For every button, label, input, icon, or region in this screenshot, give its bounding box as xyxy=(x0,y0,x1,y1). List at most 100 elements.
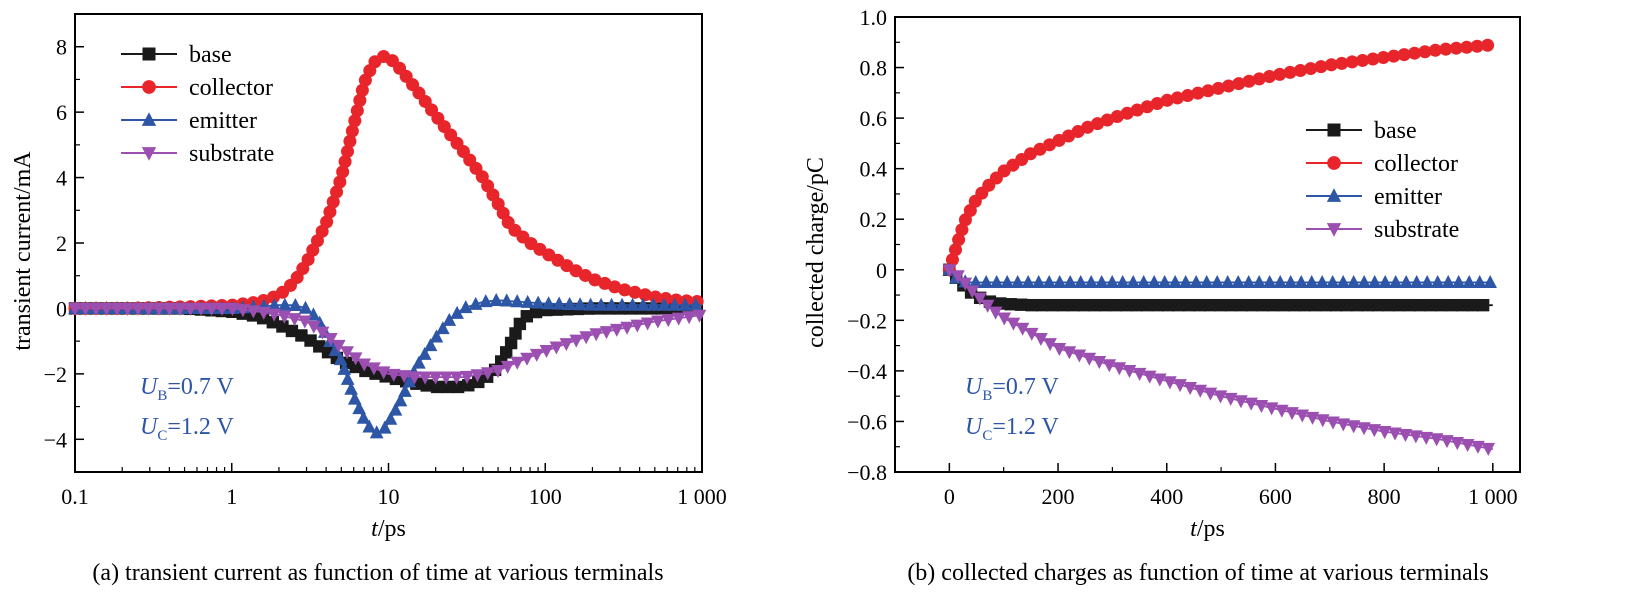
data-point-emitter xyxy=(340,371,355,385)
data-point-collector xyxy=(1293,63,1307,78)
data-point-emitter xyxy=(1399,274,1414,288)
data-point-base xyxy=(1350,298,1364,312)
data-point-base xyxy=(1098,298,1112,312)
data-point-emitter xyxy=(383,411,398,425)
data-point-substrate xyxy=(651,315,665,329)
data-point-base xyxy=(1056,298,1070,312)
data-point-substrate xyxy=(1367,424,1382,438)
data-point-substrate xyxy=(246,305,261,319)
data-point-emitter xyxy=(573,297,587,311)
data-point-base xyxy=(1088,298,1101,312)
data-point-substrate xyxy=(1429,433,1444,447)
data-point-collector xyxy=(1439,42,1453,56)
data-point-emitter xyxy=(1441,274,1456,288)
data-point-collector xyxy=(1191,86,1205,100)
data-point-emitter xyxy=(968,274,983,288)
data-point-collector xyxy=(1232,77,1246,91)
chart-a-transient-current: 0.1 1 10 100 1 000 −4 −2 0 2 4 6 8 t/ps transient cur… xyxy=(10,13,727,586)
data-point-emitter xyxy=(1304,274,1319,288)
legend-label: base xyxy=(189,42,232,68)
legend-label: collector xyxy=(1374,151,1458,177)
data-point-collector xyxy=(1081,120,1095,134)
data-point-collector xyxy=(1324,58,1338,72)
data-point-emitter xyxy=(337,361,352,375)
data-point-emitter xyxy=(979,274,994,288)
series-base xyxy=(68,302,702,394)
y-tick-label: −0.6 xyxy=(847,409,887,434)
data-point-base xyxy=(1476,298,1490,312)
data-point-collector xyxy=(608,280,622,294)
y-tick-label: 4 xyxy=(56,166,67,191)
data-point-collector xyxy=(949,243,963,257)
data-point-emitter xyxy=(1000,274,1015,288)
data-point-emitter xyxy=(1388,274,1403,288)
data-point-collector xyxy=(1283,65,1297,79)
x-tick-label: 800 xyxy=(1368,484,1401,509)
data-point-substrate xyxy=(215,302,229,316)
legend-label: base xyxy=(1374,118,1417,144)
data-point-collector xyxy=(952,233,966,247)
data-point-substrate xyxy=(386,368,401,382)
plot-frame xyxy=(74,13,703,473)
data-point-emitter xyxy=(499,293,514,307)
legend-item-collector: collector xyxy=(1306,151,1458,177)
legend-item-substrate: substrate xyxy=(1306,217,1459,243)
data-point-collector xyxy=(323,205,337,219)
data-point-emitter xyxy=(398,383,412,397)
data-point-emitter xyxy=(1052,274,1067,288)
data-point-substrate xyxy=(965,285,980,299)
y-tick-label: −0.4 xyxy=(847,359,887,384)
data-point-collector xyxy=(1262,70,1276,84)
data-point-substrate xyxy=(376,366,391,380)
y-tick-label: 0.4 xyxy=(860,157,888,182)
data-point-collector xyxy=(1100,113,1114,127)
series-line-collector xyxy=(75,55,703,310)
data-point-emitter xyxy=(1430,274,1445,288)
data-point-substrate xyxy=(331,339,346,353)
annotation-voltage: UB=0.7 V xyxy=(140,374,234,404)
data-point-collector xyxy=(1170,91,1184,105)
data-point-substrate xyxy=(1471,440,1485,454)
data-point-emitter xyxy=(1115,274,1130,288)
data-point-substrate xyxy=(1203,387,1218,401)
annotation-subscript: C xyxy=(982,428,992,444)
legend-label: emitter xyxy=(189,108,257,134)
data-point-collector xyxy=(618,283,632,297)
data-point-collector xyxy=(1110,110,1124,124)
data-point-collector xyxy=(1222,79,1236,93)
x-tick-label: 0.1 xyxy=(61,484,89,509)
data-point-base xyxy=(1077,298,1091,312)
chart-b-collected-charge: 0 200 400 600 800 1 000 −0.8 −0.6 −0.4 −0.2 0 0.2 0.… xyxy=(803,5,1521,586)
data-point-substrate xyxy=(120,302,135,316)
data-point-emitter xyxy=(393,393,408,407)
data-point-emitter xyxy=(541,296,556,310)
data-point-emitter xyxy=(1105,274,1120,288)
data-point-emitter xyxy=(423,338,438,352)
data-point-substrate xyxy=(958,277,973,291)
data-point-emitter xyxy=(667,297,682,311)
data-point-emitter xyxy=(402,374,417,388)
data-point-base xyxy=(1172,298,1185,312)
data-point-substrate xyxy=(315,326,330,340)
data-point-emitter xyxy=(347,391,362,405)
y-tick-label: 0.6 xyxy=(860,106,888,131)
data-point-substrate xyxy=(942,264,957,278)
data-point-base xyxy=(1046,298,1059,312)
legend-marker-substrate xyxy=(141,147,157,161)
data-point-emitter xyxy=(1346,274,1361,288)
data-point-base xyxy=(1413,298,1427,312)
data-point-collector xyxy=(1376,51,1390,65)
data-point-substrate xyxy=(1336,418,1351,432)
data-point-collector xyxy=(1460,40,1474,54)
data-point-emitter xyxy=(1178,274,1193,288)
legend-item-collector: collector xyxy=(121,75,273,101)
data-point-emitter xyxy=(678,297,692,311)
data-point-substrate xyxy=(1377,426,1392,440)
data-point-substrate xyxy=(141,302,156,316)
data-point-substrate xyxy=(1043,338,1057,352)
data-point-substrate xyxy=(1173,379,1187,393)
data-point-emitter xyxy=(458,300,473,314)
data-point-substrate xyxy=(1419,431,1434,445)
data-point-substrate xyxy=(589,328,604,342)
data-point-substrate xyxy=(173,302,187,316)
